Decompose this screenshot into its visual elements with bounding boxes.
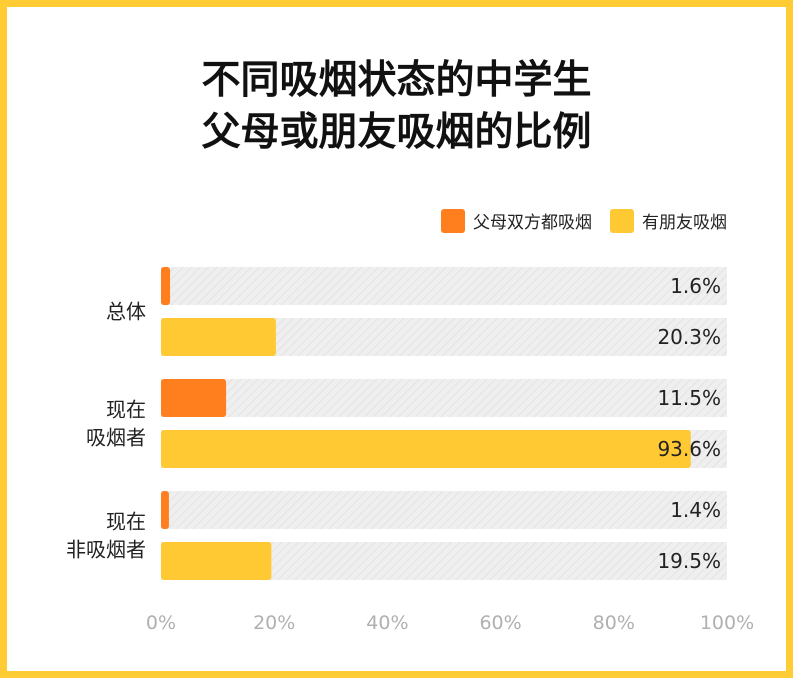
bar-parents [161, 267, 171, 305]
value-label: 11.5% [657, 386, 721, 410]
chart-title-line-2: 父母或朋友吸烟的比例 [201, 110, 592, 155]
category-label: 吸烟者 [86, 426, 146, 450]
legend-label-parents: 父母双方都吸烟 [473, 213, 592, 233]
bar-parents [161, 379, 227, 417]
category-label: 现在 [106, 398, 146, 422]
value-label: 93.6% [657, 437, 721, 461]
x-tick-label: 80% [593, 612, 635, 634]
category-label: 非吸烟者 [66, 538, 146, 562]
category-label: 现在 [106, 510, 146, 534]
category-label: 总体 [106, 300, 146, 324]
x-tick-label: 0% [146, 612, 176, 634]
bar-track [161, 491, 727, 529]
value-label: 20.3% [657, 325, 721, 349]
chart-title-line-1: 不同吸烟状态的中学生 [201, 58, 592, 103]
legend-label-friends: 有朋友吸烟 [642, 213, 727, 233]
bar-track [161, 379, 727, 417]
legend-item-parents: 父母双方都吸烟 [441, 208, 592, 233]
x-tick-label: 60% [479, 612, 521, 634]
bar-track [161, 267, 727, 305]
value-label: 1.6% [670, 274, 721, 298]
bar-friends [161, 318, 276, 356]
x-tick-label: 40% [366, 612, 408, 634]
x-tick-label: 100% [700, 612, 754, 634]
legend-swatch-friends [610, 208, 634, 233]
chart-legend: 父母双方都吸烟 有朋友吸烟 [441, 208, 727, 233]
legend-item-friends: 有朋友吸烟 [610, 208, 727, 233]
chart-title: 不同吸烟状态的中学生 父母或朋友吸烟的比例 [0, 55, 793, 159]
x-tick-label: 20% [253, 612, 295, 634]
value-label: 19.5% [657, 549, 721, 573]
bar-friends [161, 542, 272, 580]
value-label: 1.4% [670, 498, 721, 522]
bar-parents [161, 491, 169, 529]
bar-friends [161, 430, 691, 468]
legend-swatch-parents [441, 208, 465, 233]
